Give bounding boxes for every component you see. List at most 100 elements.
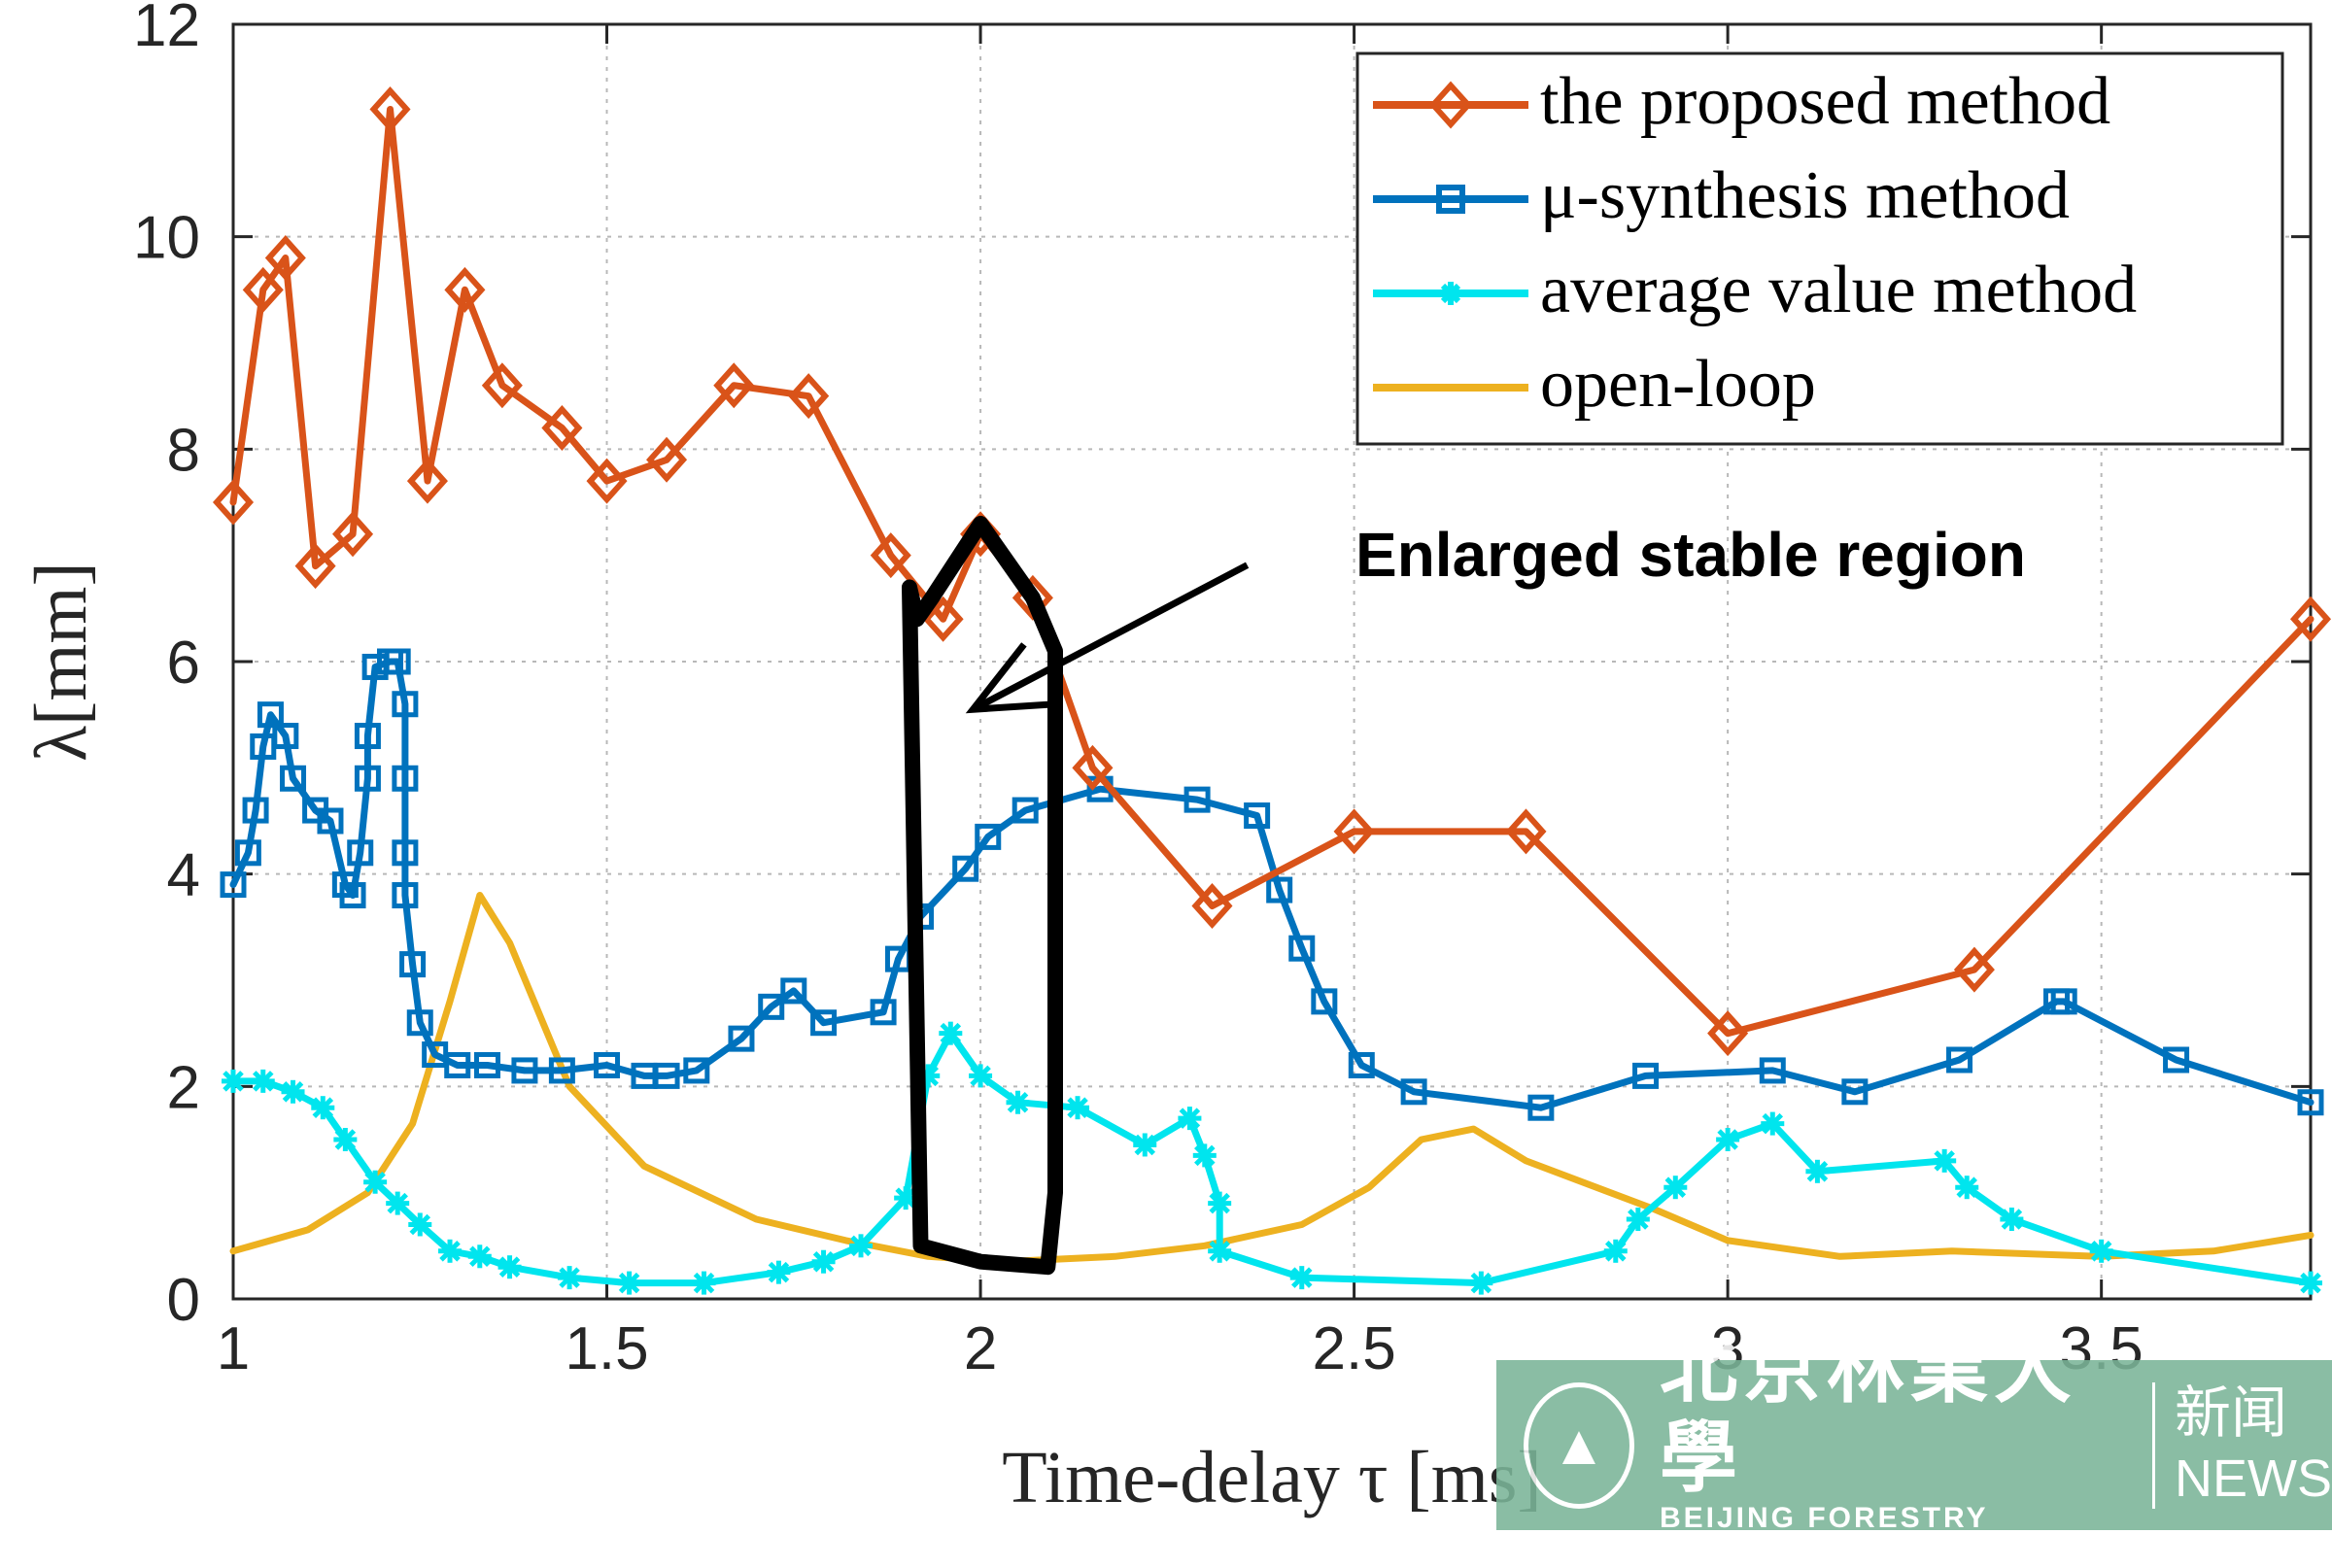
data-point bbox=[1841, 1078, 1869, 1106]
data-point bbox=[311, 1096, 335, 1120]
data-point bbox=[1626, 1208, 1650, 1231]
data-point bbox=[1288, 935, 1316, 962]
data-point bbox=[683, 1057, 710, 1084]
x-tick-label: 2.5 bbox=[1312, 1315, 1395, 1382]
stable-region-outline bbox=[902, 515, 1063, 1276]
data-point bbox=[870, 999, 897, 1026]
data-point bbox=[548, 1057, 575, 1084]
data-point bbox=[558, 1266, 582, 1290]
data-point bbox=[780, 977, 807, 1005]
legend-label-proposed: the proposed method bbox=[1540, 64, 2110, 139]
data-point bbox=[438, 1239, 463, 1263]
data-point bbox=[2089, 1239, 2113, 1263]
data-point bbox=[1072, 744, 1114, 791]
data-point bbox=[272, 723, 299, 750]
data-point bbox=[1178, 1107, 1202, 1131]
data-point bbox=[1707, 1010, 1749, 1057]
data-point bbox=[1192, 1143, 1217, 1168]
data-point bbox=[2163, 1046, 2190, 1074]
data-point bbox=[212, 479, 255, 526]
data-point bbox=[646, 436, 688, 483]
data-point bbox=[922, 596, 964, 642]
x-axis-label: Time-delay τ [ms] bbox=[1002, 1437, 1541, 1518]
data-point bbox=[294, 543, 336, 590]
data-point bbox=[1933, 1148, 1957, 1173]
data-point bbox=[2050, 988, 2077, 1015]
plot-border bbox=[231, 22, 2313, 1301]
data-point bbox=[1066, 1096, 1090, 1120]
series-1 bbox=[220, 648, 2324, 1121]
data-point bbox=[2297, 1089, 2324, 1116]
data-point bbox=[264, 235, 306, 282]
watermark-banner: ▲ 北京林業大學 BEIJING FORESTRY UNIVERSITY 新闻 … bbox=[1496, 1323, 2332, 1567]
data-point bbox=[952, 855, 979, 882]
data-point bbox=[1208, 1191, 1232, 1215]
data-point bbox=[653, 1062, 680, 1089]
annotation-arrow-head bbox=[965, 642, 1056, 714]
data-point bbox=[1244, 802, 1271, 830]
data-point bbox=[1603, 1239, 1628, 1263]
data-point bbox=[354, 765, 381, 792]
university-name-cn: 北京林業大學 bbox=[1659, 1321, 2077, 1503]
legend-marker-diamond bbox=[1428, 81, 1473, 129]
university-name: 北京林業大學 BEIJING FORESTRY UNIVERSITY bbox=[1660, 1323, 2131, 1568]
y-tick-label: 0 bbox=[167, 1267, 200, 1334]
data-point bbox=[870, 532, 911, 579]
series-line bbox=[229, 658, 2315, 1111]
data-point bbox=[767, 1260, 791, 1284]
data-point bbox=[1716, 1128, 1740, 1151]
y-tick-label: 12 bbox=[133, 0, 200, 59]
legend-label-open-loop: open-loop bbox=[1540, 347, 1816, 422]
y-tick-label: 2 bbox=[167, 1054, 200, 1121]
university-seal-icon: ▲ bbox=[1524, 1381, 1634, 1509]
data-point bbox=[1632, 1062, 1660, 1089]
data-point bbox=[692, 1271, 716, 1295]
data-point bbox=[939, 1021, 963, 1045]
series-line bbox=[229, 892, 2315, 1266]
y-axis-label: λ[mm] bbox=[20, 562, 102, 762]
watermark-divider bbox=[2151, 1381, 2156, 1509]
data-point bbox=[713, 362, 755, 409]
data-point bbox=[758, 993, 785, 1020]
data-point bbox=[1955, 1176, 1979, 1200]
data-point bbox=[332, 511, 374, 558]
data-point bbox=[317, 807, 344, 835]
data-point bbox=[788, 373, 830, 420]
data-point bbox=[280, 765, 307, 792]
data-point bbox=[541, 404, 583, 451]
annotation-layer bbox=[902, 515, 1250, 1276]
data-point bbox=[1012, 797, 1039, 824]
legend-marker-square bbox=[1436, 185, 1465, 214]
data-point bbox=[369, 85, 411, 132]
data-point bbox=[222, 1069, 245, 1093]
data-point bbox=[333, 1128, 358, 1151]
data-point bbox=[257, 701, 284, 729]
data-point bbox=[1133, 1133, 1157, 1157]
data-point bbox=[392, 882, 419, 909]
y-tick-label: 6 bbox=[167, 630, 200, 697]
data-point bbox=[1348, 1051, 1375, 1078]
data-point bbox=[1191, 882, 1233, 929]
annotation-arrow-line bbox=[971, 562, 1250, 713]
data-point bbox=[347, 839, 374, 867]
data-point bbox=[251, 1069, 275, 1093]
x-tick-label: 1.5 bbox=[565, 1315, 648, 1382]
data-point bbox=[220, 871, 247, 899]
data-point bbox=[1527, 1094, 1555, 1121]
data-point bbox=[497, 1255, 522, 1279]
data-point bbox=[392, 839, 419, 867]
data-point bbox=[975, 823, 1002, 850]
data-point bbox=[339, 882, 366, 909]
data-point bbox=[2299, 1271, 2322, 1295]
data-point bbox=[242, 266, 284, 313]
data-point bbox=[2000, 1208, 2024, 1231]
y-tick-label: 8 bbox=[167, 417, 200, 484]
series-2 bbox=[222, 1021, 2322, 1295]
data-point bbox=[728, 1025, 755, 1052]
legend-label-average: average value method bbox=[1540, 253, 2137, 327]
legend-box bbox=[1355, 51, 2284, 446]
data-point bbox=[408, 1212, 432, 1237]
data-point bbox=[1400, 1078, 1427, 1106]
